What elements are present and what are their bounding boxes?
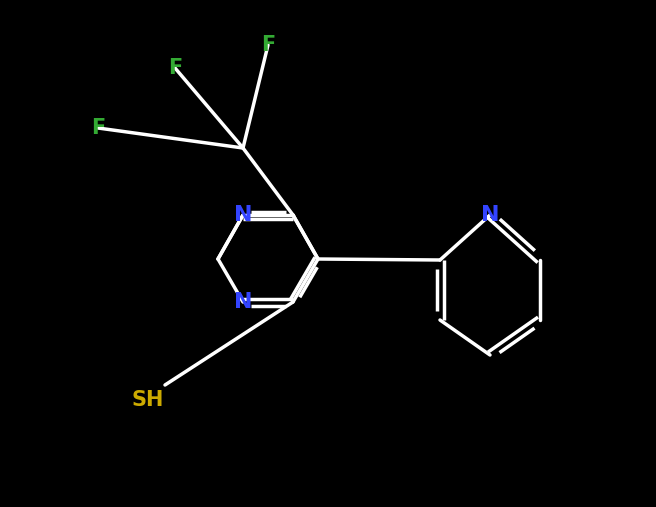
Text: F: F xyxy=(91,118,105,138)
Text: N: N xyxy=(234,292,253,312)
Text: F: F xyxy=(168,58,182,78)
Text: SH: SH xyxy=(132,390,164,410)
Text: F: F xyxy=(261,35,275,55)
Text: N: N xyxy=(481,205,499,225)
Text: N: N xyxy=(234,205,253,225)
